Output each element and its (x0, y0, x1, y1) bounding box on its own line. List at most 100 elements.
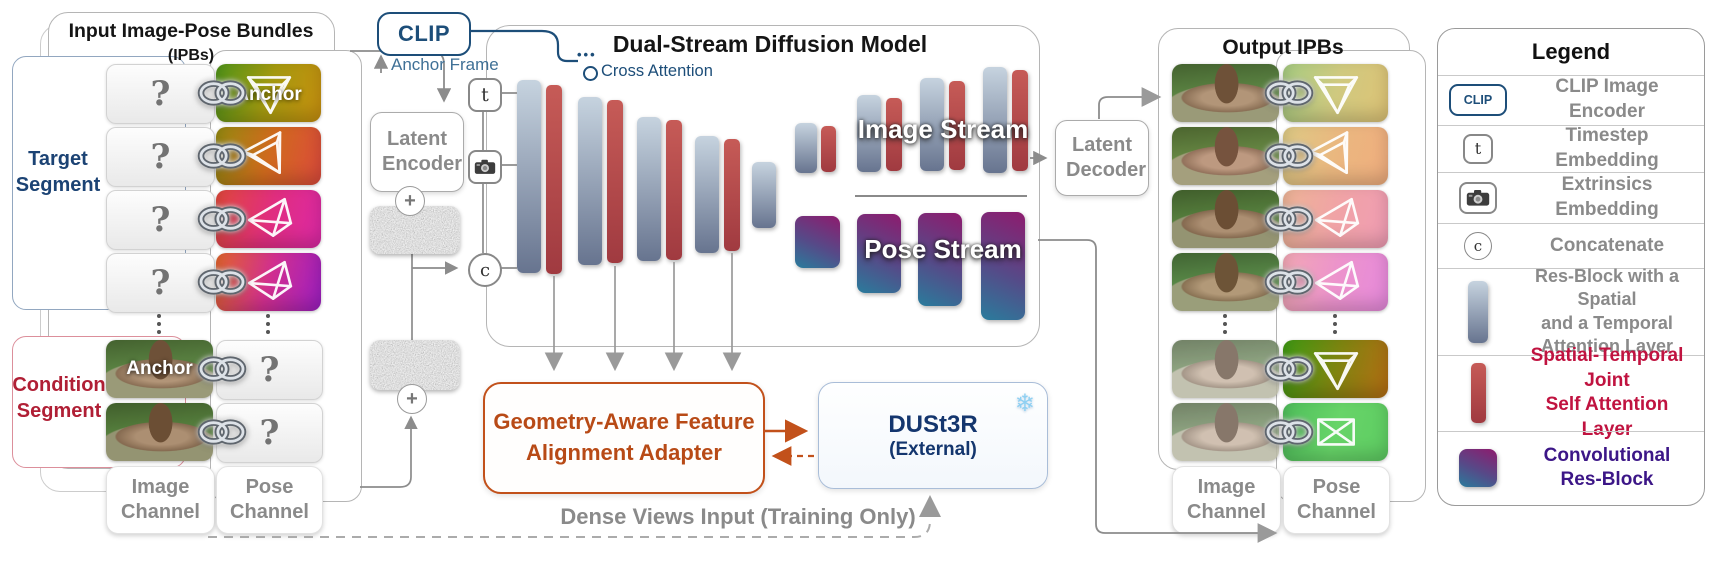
latent-decoder-box: Latent Decoder (1055, 120, 1149, 196)
joint-attn-bar (724, 139, 740, 251)
res-block-bar (795, 123, 817, 173)
chain-link-icon (194, 140, 250, 172)
output-pose-2 (1283, 127, 1388, 185)
input-pose-anchor: Anchor (216, 64, 321, 122)
output-panel-title: Output IPBs (1222, 36, 1344, 59)
chain-link-icon (1261, 416, 1317, 448)
stream-divider (855, 195, 1027, 197)
diffusion-model-title: Dual-Stream Diffusion Model (612, 31, 928, 57)
input-image-channel-label: Image Channel (106, 466, 215, 534)
ellipsis-dots (1333, 314, 1337, 334)
timestep-badge-icon: t (1463, 133, 1493, 164)
output-pose-1 (1283, 64, 1388, 122)
anchor-frame-label: Anchor Frame (391, 55, 499, 74)
geometry-adapter-box: Geometry-Aware Feature Alignment Adapter (483, 382, 765, 494)
legend-row-joint-attn: Spatial-Temporal Joint Self Attention La… (1438, 345, 1704, 440)
output-photo-2 (1172, 127, 1279, 185)
cross-attention-port-icon (583, 66, 598, 81)
chain-link-icon (1261, 140, 1317, 172)
input-pose-unknown-1: ? (216, 340, 323, 400)
res-block-bar (920, 78, 944, 171)
ellipsis-dots (157, 314, 161, 334)
output-image-channel-label: Image Channel (1172, 466, 1281, 534)
joint-attn-bar (666, 120, 682, 260)
input-pose-unknown-2: ? (216, 403, 323, 463)
add-noise-plus-icon: + (397, 384, 427, 414)
output-pose-condition-1 (1283, 340, 1388, 398)
input-condition-photo (106, 403, 213, 461)
joint-attn-bar (1012, 70, 1028, 171)
extrinsics-embedding-node (468, 150, 502, 184)
chain-link-icon (1261, 203, 1317, 235)
ellipsis-dots (266, 314, 270, 334)
joint-attn-bar-icon (1470, 363, 1486, 424)
conv-res-block-icon (1459, 449, 1497, 488)
input-pose-anchor-label: Anchor (235, 84, 302, 105)
noise-latent-block (370, 340, 460, 390)
output-pose-3 (1283, 190, 1388, 248)
legend-row-clip: CLIP CLIP Image Encoder (1438, 74, 1704, 125)
timestep-embedding-node: t (468, 78, 502, 112)
res-block-bar (637, 117, 661, 261)
image-stream-label: Image Stream (857, 114, 1029, 144)
res-block-bar (752, 162, 776, 228)
input-title-main: Input Image-Pose Bundles (68, 20, 314, 42)
ellipsis-dots (1223, 314, 1227, 334)
latent-encoder-box: Latent Encoder (370, 112, 464, 192)
legend-row-extrinsics: Extrinsics Embedding (1438, 171, 1704, 224)
output-photo-1 (1172, 64, 1279, 122)
input-pose-2 (216, 127, 321, 185)
input-pose-channel-label: Pose Channel (216, 466, 323, 534)
joint-attn-bar (821, 126, 836, 172)
camera-icon (1466, 189, 1490, 207)
chain-link-icon (194, 416, 250, 448)
dust3r-title: DUSt3R (888, 410, 978, 438)
output-pose-4 (1283, 253, 1388, 311)
legend-row-resblock: Res-Block with a Spatial and a Temporal … (1438, 266, 1704, 356)
frozen-snowflake-icon: ❄ (1014, 390, 1035, 417)
pose-stream-label: Pose Stream (864, 234, 1022, 264)
joint-attn-bar (607, 100, 623, 263)
concat-badge-icon: c (1464, 231, 1492, 260)
input-image-unknown-2: ? (106, 127, 215, 187)
legend-panel: Legend CLIP CLIP Image Encoder t Timeste… (1437, 28, 1705, 506)
chain-link-icon (194, 77, 250, 109)
input-title-suffix: (IPBs) (167, 47, 215, 64)
legend-row-timestep: t Timestep Embedding (1438, 124, 1704, 172)
output-pose-channel-label: Pose Channel (1283, 466, 1390, 534)
input-image-unknown-3: ? (106, 190, 215, 250)
chain-link-icon (194, 353, 250, 385)
input-pose-4 (216, 253, 321, 311)
adapter-label-line1: Geometry-Aware Feature (493, 409, 755, 435)
input-image-unknown-4: ? (106, 253, 215, 313)
res-block-bar-icon (1468, 280, 1488, 343)
dust3r-subtitle: (External) (889, 438, 977, 460)
cross-attention-dots: ••• (577, 47, 597, 62)
input-image-unknown-1: ? (106, 64, 215, 124)
chain-link-icon (194, 203, 250, 235)
conv-res-block (857, 214, 901, 293)
target-segment-label: Target Segment (15, 148, 101, 196)
input-pose-3 (216, 190, 321, 248)
res-block-bar (695, 136, 719, 253)
camera-icon (474, 159, 496, 175)
output-pose-condition-2 (1283, 403, 1388, 461)
legend-row-conv: Convolutional Res-Block (1438, 430, 1704, 505)
adapter-label-line2: Alignment Adapter (526, 440, 722, 465)
add-noise-plus-icon: + (395, 186, 425, 216)
res-block-bar (857, 95, 881, 172)
dust3r-box: DUSt3R (External) ❄ (818, 382, 1048, 489)
legend-title: Legend (1531, 38, 1611, 64)
joint-attn-bar (886, 98, 902, 171)
chain-link-icon (194, 266, 250, 298)
clip-badge-icon: CLIP (1449, 84, 1507, 117)
res-block-bar (578, 97, 602, 265)
dense-views-label: Dense Views Input (Training Only) (560, 504, 916, 529)
chain-link-icon (1261, 77, 1317, 109)
input-panel-title: Input Image-Pose Bundles (IPBs) (56, 20, 326, 66)
input-anchor-photo: Anchor (106, 340, 213, 398)
chain-link-icon (1261, 266, 1317, 298)
chain-link-icon (1261, 353, 1317, 385)
clip-encoder-box: CLIP (377, 12, 471, 56)
